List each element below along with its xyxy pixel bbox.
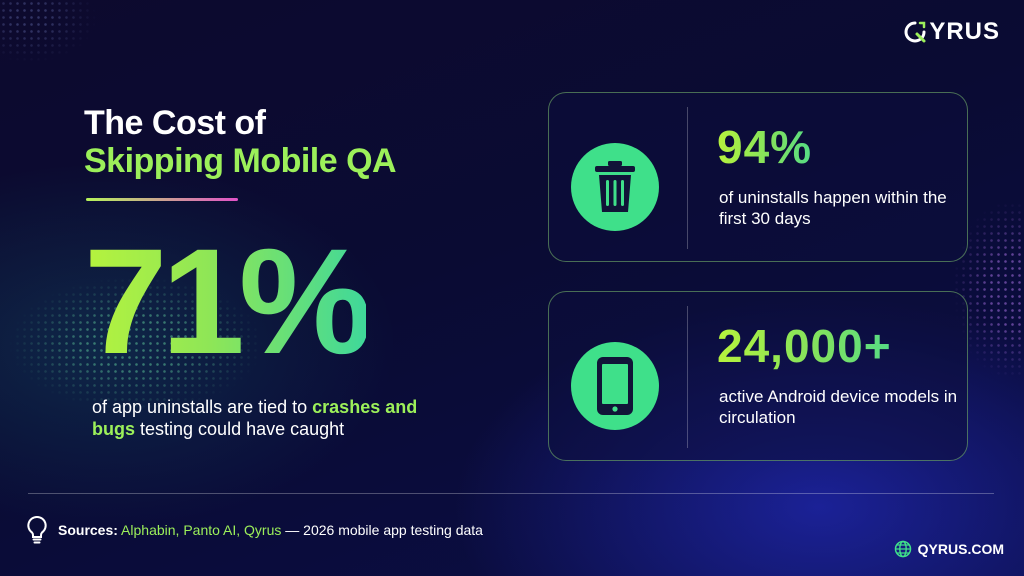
brand-logo: YRUS bbox=[903, 18, 1000, 46]
hero-desc-pre: of app uninstalls are tied to bbox=[92, 397, 308, 417]
logo-text: YRUS bbox=[929, 18, 1000, 45]
lightbulb-icon bbox=[27, 515, 47, 544]
stat-card-uninstalls: 94% of uninstalls happen within the firs… bbox=[548, 92, 968, 262]
card-stat-value: 94% bbox=[717, 121, 813, 173]
hero-desc-post: testing could have caught bbox=[140, 419, 345, 439]
qyrus-q-icon bbox=[904, 21, 926, 43]
decorative-dots-top-left bbox=[0, 0, 150, 90]
card-stat-description: of uninstalls happen within the first 30… bbox=[719, 188, 947, 228]
sources-names: Alphabin, Panto AI, Qyrus bbox=[121, 522, 282, 538]
title-underline bbox=[86, 198, 238, 201]
smartphone-icon bbox=[597, 357, 633, 415]
trash-icon-circle bbox=[571, 143, 659, 231]
card-stat-description: active Android device models in circulat… bbox=[719, 387, 958, 427]
footer-divider bbox=[28, 493, 994, 494]
sources-line: Sources: Alphabin, Panto AI, Qyrus — 202… bbox=[26, 515, 483, 545]
website-link[interactable]: QYRUS.COM bbox=[894, 540, 1004, 558]
card-divider bbox=[687, 306, 688, 448]
globe-icon bbox=[894, 540, 911, 558]
title-line-2: Skipping Mobile QA bbox=[84, 142, 397, 180]
smartphone-icon-circle bbox=[571, 342, 659, 430]
trash-icon bbox=[595, 161, 635, 212]
stat-card-android-devices: 24,000+ active Android device models in … bbox=[548, 291, 968, 461]
hero-stat-description: of app uninstalls are tied to crashes an… bbox=[92, 396, 422, 440]
sources-suffix: — 2026 mobile app testing data bbox=[285, 522, 483, 538]
website-text[interactable]: QYRUS.COM bbox=[917, 541, 1004, 557]
hero-desc-highlight: crashes and bugs bbox=[92, 397, 418, 439]
title-line-1: The Cost of bbox=[84, 104, 266, 142]
sources-label: Sources: bbox=[58, 522, 118, 538]
card-divider bbox=[687, 107, 688, 249]
card-stat-value: 24,000+ bbox=[717, 320, 892, 372]
hero-stat-value: 71% bbox=[84, 217, 372, 385]
page-title: The Cost of Skipping Mobile QA bbox=[84, 104, 397, 180]
